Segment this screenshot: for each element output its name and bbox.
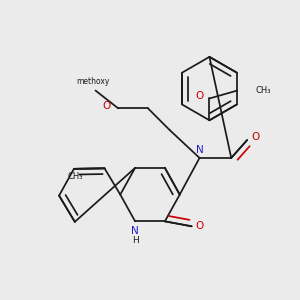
Text: CH₃: CH₃: [67, 172, 83, 181]
Text: O: O: [195, 91, 203, 100]
Text: N: N: [131, 226, 139, 236]
Text: CH₃: CH₃: [255, 86, 271, 95]
Text: O: O: [195, 221, 204, 231]
Text: H: H: [132, 236, 139, 245]
Text: O: O: [251, 132, 259, 142]
Text: methoxy: methoxy: [76, 77, 109, 86]
Text: O: O: [102, 101, 110, 111]
Text: N: N: [196, 145, 203, 155]
